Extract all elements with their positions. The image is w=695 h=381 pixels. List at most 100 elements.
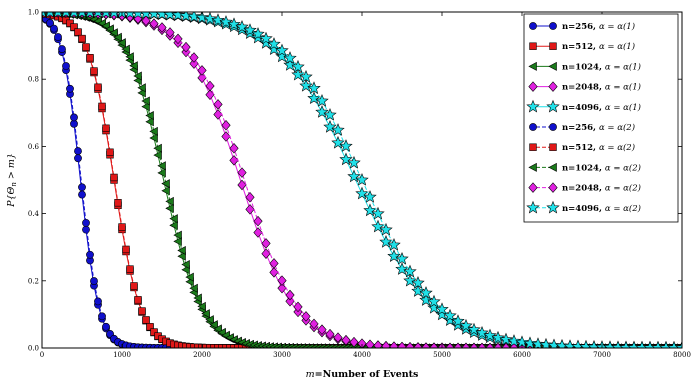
axis-ticks: 0 1000 2000 3000 4000 5000 6000 7000 8000 0.0 0.2 0… bbox=[28, 9, 691, 360]
data-point bbox=[237, 179, 247, 191]
data-point bbox=[529, 123, 537, 131]
y-tick-label: 0.2 bbox=[28, 277, 39, 285]
data-point bbox=[451, 314, 465, 327]
data-point bbox=[323, 107, 337, 121]
legend-label: n=512, α = α(2) bbox=[562, 142, 635, 153]
data-point bbox=[379, 235, 393, 248]
data-point bbox=[227, 17, 241, 31]
legend-label: n=2048, α = α(2) bbox=[562, 183, 641, 194]
y-tick-label: 1.0 bbox=[28, 9, 39, 17]
data-point bbox=[387, 249, 401, 262]
legend-entry: n=2048, α = α(2) bbox=[528, 182, 641, 194]
data-point bbox=[61, 12, 71, 18]
data-point bbox=[549, 123, 557, 131]
data-point bbox=[493, 342, 503, 348]
data-point bbox=[548, 61, 557, 71]
data-point bbox=[475, 325, 489, 339]
data-point bbox=[132, 12, 144, 19]
data-point bbox=[181, 41, 191, 53]
data-point bbox=[307, 91, 321, 105]
data-point bbox=[189, 52, 199, 63]
data-point bbox=[453, 342, 463, 348]
data-point bbox=[405, 341, 415, 348]
data-point bbox=[94, 83, 102, 91]
data-point bbox=[130, 282, 138, 290]
data-point bbox=[66, 84, 74, 93]
data-point bbox=[177, 251, 186, 261]
data-point bbox=[114, 199, 122, 207]
data-point bbox=[125, 52, 134, 62]
data-point bbox=[341, 334, 351, 346]
y-tick-label: 0.8 bbox=[28, 76, 39, 84]
data-point bbox=[193, 293, 202, 303]
data-point bbox=[117, 38, 126, 48]
data-point bbox=[299, 78, 313, 92]
data-point bbox=[549, 143, 557, 151]
data-point bbox=[546, 99, 560, 113]
x-tick-label: 8000 bbox=[673, 351, 691, 359]
data-point bbox=[221, 119, 231, 131]
data-point bbox=[397, 341, 407, 348]
data-point bbox=[549, 42, 557, 50]
data-point bbox=[82, 225, 90, 234]
data-point bbox=[403, 264, 417, 278]
data-point bbox=[395, 262, 409, 275]
data-point bbox=[195, 12, 209, 24]
data-point bbox=[102, 124, 110, 132]
data-point bbox=[363, 190, 377, 203]
data-point bbox=[269, 267, 279, 278]
data-point bbox=[50, 24, 58, 33]
data-point bbox=[201, 309, 210, 319]
data-point bbox=[507, 334, 521, 347]
data-point bbox=[421, 342, 431, 348]
data-point bbox=[235, 20, 249, 33]
x-tick-label: 3000 bbox=[273, 351, 291, 359]
data-point bbox=[467, 322, 481, 336]
data-point bbox=[173, 230, 182, 240]
data-point bbox=[277, 275, 287, 286]
data-point bbox=[251, 27, 265, 40]
data-point bbox=[333, 332, 343, 343]
legend-entry: n=2048, α = α(1) bbox=[528, 81, 641, 93]
data-point bbox=[147, 12, 161, 20]
data-point bbox=[179, 12, 193, 22]
data-point bbox=[110, 173, 118, 182]
x-tick-label: 5000 bbox=[433, 351, 451, 359]
data-point bbox=[58, 45, 66, 53]
data-point bbox=[427, 294, 441, 308]
data-point bbox=[122, 245, 130, 254]
data-point bbox=[443, 308, 457, 322]
data-point bbox=[259, 36, 273, 49]
legend-entry: n=4096, α = α(2) bbox=[526, 200, 641, 214]
data-point bbox=[140, 12, 152, 20]
data-point bbox=[165, 27, 175, 38]
data-point bbox=[169, 214, 178, 224]
data-point bbox=[213, 109, 223, 120]
data-point bbox=[339, 152, 353, 166]
data-point bbox=[253, 227, 263, 238]
y-tick-label: 0.0 bbox=[28, 345, 39, 353]
legend: n=256, α = α(1) n=512, α = α(1) n=1024, α … bbox=[523, 13, 679, 223]
data-point bbox=[317, 324, 327, 335]
data-point bbox=[291, 59, 305, 73]
data-point bbox=[45, 12, 55, 18]
y-axis-label: P{Θn > m} bbox=[6, 153, 18, 208]
data-point bbox=[74, 154, 82, 163]
data-point bbox=[161, 179, 170, 189]
y-tick-label: 0.4 bbox=[28, 210, 40, 218]
data-point bbox=[229, 143, 239, 154]
data-point bbox=[78, 183, 86, 192]
data-point bbox=[325, 328, 335, 340]
data-point bbox=[315, 105, 329, 118]
data-point bbox=[526, 99, 540, 113]
legend-label: n=256, α = α(1) bbox=[562, 21, 635, 32]
data-point bbox=[459, 318, 473, 332]
data-point bbox=[86, 250, 94, 259]
legend-label: n=512, α = α(1) bbox=[562, 41, 635, 52]
data-point bbox=[197, 301, 206, 311]
data-point bbox=[121, 44, 130, 54]
data-point bbox=[153, 143, 162, 153]
data-point bbox=[528, 61, 537, 71]
data-point bbox=[106, 148, 114, 156]
data-point bbox=[477, 342, 487, 348]
